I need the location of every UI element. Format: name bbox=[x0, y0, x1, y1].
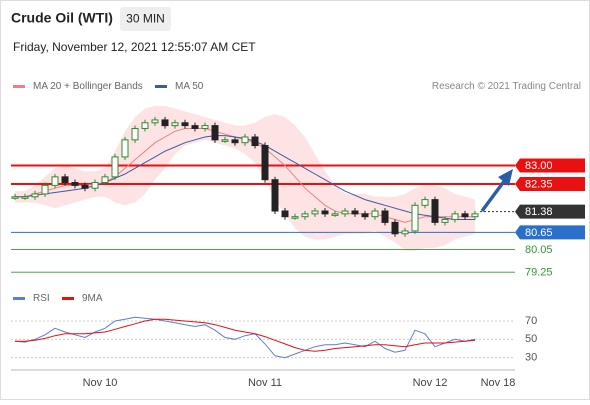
rsi-tick-label: 50 bbox=[525, 333, 537, 345]
candle bbox=[461, 213, 469, 218]
rsi-line bbox=[14, 316, 476, 359]
candle bbox=[151, 119, 159, 124]
rsi-tick-label: 30 bbox=[525, 352, 537, 364]
candle bbox=[471, 213, 479, 218]
candle bbox=[341, 210, 349, 215]
candle bbox=[391, 221, 399, 235]
legend-swatch bbox=[13, 85, 25, 88]
candle bbox=[321, 210, 329, 215]
candle bbox=[401, 230, 409, 235]
candle bbox=[171, 122, 179, 127]
legend-label: MA 50 bbox=[175, 81, 204, 92]
legend-label: RSI bbox=[33, 293, 50, 304]
candle bbox=[81, 184, 89, 189]
legend-label: 9MA bbox=[82, 293, 103, 304]
candle bbox=[41, 184, 49, 195]
level-box bbox=[515, 176, 585, 191]
x-tick-label: Nov 10 bbox=[83, 377, 118, 389]
candle bbox=[11, 196, 19, 199]
subtitle: Friday, November 12, 2021 12:55:07 AM CE… bbox=[13, 40, 256, 54]
candle bbox=[411, 204, 419, 232]
candle bbox=[211, 125, 219, 141]
candle bbox=[261, 145, 269, 181]
candle bbox=[191, 125, 199, 129]
legend-swatch bbox=[155, 85, 167, 88]
legend-label: MA 20 + Bollinger Bands bbox=[33, 81, 143, 92]
x-tick-label: Nov 18 bbox=[481, 377, 516, 389]
candle bbox=[371, 210, 379, 218]
candle bbox=[31, 193, 39, 198]
x-tick-label: Nov 11 bbox=[248, 377, 282, 389]
credit: Research © 2021 Trading Central bbox=[432, 81, 581, 92]
level-label: 82.35 bbox=[525, 178, 553, 190]
candle bbox=[271, 179, 279, 212]
level-label: 81.38 bbox=[525, 206, 553, 218]
level-label: 80.05 bbox=[525, 244, 553, 256]
candle bbox=[291, 216, 299, 219]
x-tick-label: Nov 12 bbox=[413, 377, 448, 389]
level-label: 83.00 bbox=[525, 160, 553, 172]
rsi-tick-label: 70 bbox=[525, 315, 537, 327]
candle bbox=[141, 122, 149, 129]
candle bbox=[431, 199, 439, 223]
candle bbox=[351, 210, 359, 215]
forecast-arrowhead bbox=[498, 169, 513, 186]
level-label: 79.25 bbox=[525, 267, 553, 279]
candle bbox=[221, 139, 229, 142]
legend-swatch bbox=[62, 297, 74, 300]
candle bbox=[361, 213, 369, 218]
candle bbox=[441, 219, 449, 223]
candle bbox=[111, 156, 119, 178]
candle bbox=[181, 122, 189, 127]
bollinger-band bbox=[15, 105, 475, 251]
level-box bbox=[515, 204, 585, 219]
chart-title: Crude Oil (WTI) bbox=[11, 10, 113, 26]
candle bbox=[61, 176, 69, 184]
candle bbox=[201, 125, 209, 129]
candle bbox=[331, 213, 339, 216]
candle bbox=[381, 210, 389, 223]
candle bbox=[241, 136, 249, 144]
candle bbox=[251, 136, 259, 147]
level-box bbox=[515, 158, 585, 173]
candle bbox=[131, 127, 139, 141]
candle bbox=[101, 176, 109, 184]
candle bbox=[91, 182, 99, 189]
candle bbox=[311, 210, 319, 215]
candle bbox=[281, 210, 289, 218]
level-box bbox=[515, 225, 585, 240]
candle bbox=[301, 213, 309, 218]
candle bbox=[421, 199, 429, 206]
candle bbox=[161, 119, 169, 127]
candle bbox=[71, 182, 79, 186]
legend-swatch bbox=[13, 297, 25, 300]
interval-box bbox=[120, 7, 171, 31]
forecast-arrow bbox=[480, 178, 507, 213]
level-label: 80.65 bbox=[525, 227, 553, 239]
candle bbox=[21, 196, 29, 199]
candle bbox=[231, 139, 239, 144]
candle bbox=[51, 176, 59, 186]
rsi-line bbox=[15, 318, 476, 352]
interval: 30 MIN bbox=[126, 12, 165, 26]
candle bbox=[121, 139, 129, 158]
candle bbox=[451, 213, 459, 221]
